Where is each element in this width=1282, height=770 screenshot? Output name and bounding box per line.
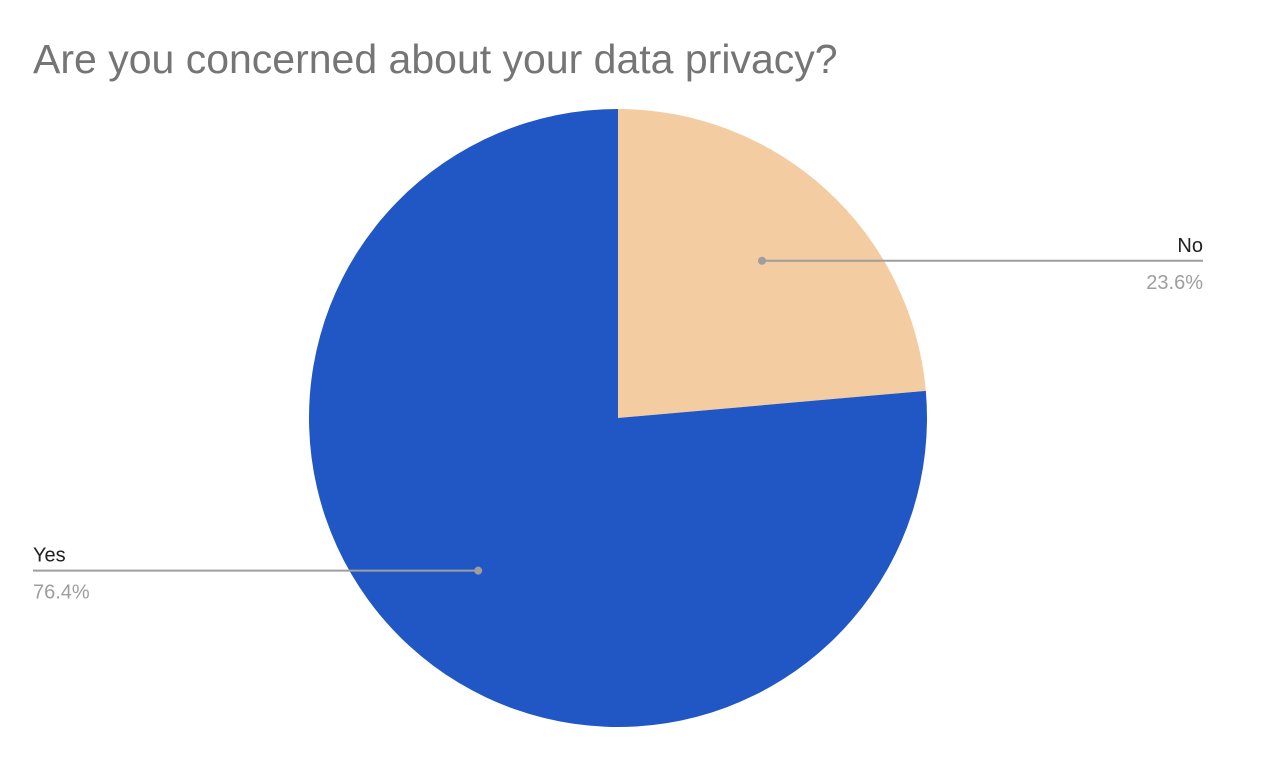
slice-percent-yes: 76.4% — [33, 582, 90, 604]
chart-title: Are you concerned about your data privac… — [33, 36, 838, 82]
leader-dot-yes — [474, 566, 483, 575]
slice-percent-no: 23.6% — [1146, 272, 1203, 294]
slice-label-no: No — [1177, 235, 1203, 257]
pie-slice-yes[interactable] — [309, 109, 927, 727]
leader-dot-no — [757, 256, 766, 265]
slice-label-yes: Yes — [33, 545, 66, 567]
pie-slice-no[interactable] — [618, 109, 926, 418]
pie-slices — [309, 109, 927, 727]
slice-callouts: No 23.6% Yes 76.4% — [33, 235, 1203, 604]
